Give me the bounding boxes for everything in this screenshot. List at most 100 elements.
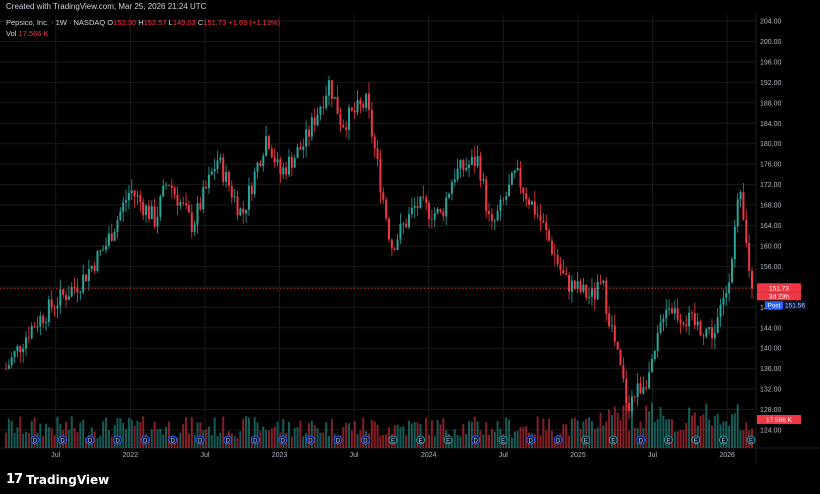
volume-bar <box>82 419 85 448</box>
candle-body <box>719 304 722 318</box>
volume-bar <box>27 432 30 448</box>
price-chart[interactable]: 124.00128.00132.00136.00140.00144.00148.… <box>0 14 820 463</box>
volume-bar <box>433 435 436 448</box>
y-tick-label: 132.00 <box>760 387 782 394</box>
volume-bar <box>273 426 276 448</box>
candle-body <box>247 185 250 210</box>
volume-bar <box>179 432 182 448</box>
volume-bar <box>676 431 679 448</box>
y-tick-label: 172.00 <box>760 182 782 189</box>
volume-bar <box>639 421 642 448</box>
candle-body <box>519 168 522 188</box>
candle-body <box>202 186 205 210</box>
candle-body <box>590 288 593 297</box>
candle-body <box>113 232 116 241</box>
candle-body <box>748 243 751 271</box>
volume-bar <box>576 420 579 448</box>
volume-bar <box>728 425 731 448</box>
low-label: L <box>168 18 173 27</box>
volume-bar <box>459 436 462 448</box>
candle-body <box>136 195 139 197</box>
event-marker-label: D <box>281 438 286 444</box>
volume-bar <box>702 414 705 448</box>
earnings-marker <box>746 435 756 445</box>
volume-bar <box>322 432 325 448</box>
volume-bar <box>665 419 668 448</box>
volume-bar <box>307 422 310 448</box>
candle-body <box>610 325 613 327</box>
candle-body <box>67 296 70 300</box>
volume-bar <box>167 421 170 448</box>
volume-bar <box>456 434 459 448</box>
candle-body <box>282 167 285 175</box>
volume-bar <box>325 422 328 448</box>
volume-bar <box>245 416 248 448</box>
candle-body <box>702 335 705 337</box>
candle-body <box>327 80 330 96</box>
candle-body <box>87 269 90 282</box>
volume-bar <box>105 417 108 448</box>
volume-bar <box>516 431 519 448</box>
x-tick-label: Jul <box>350 452 359 459</box>
last-price-badge <box>757 283 801 293</box>
candle-body <box>725 293 728 298</box>
candle-body <box>410 207 413 215</box>
volume-bar <box>468 421 471 448</box>
tradingview-logo[interactable]: 17 TradingView <box>6 472 109 487</box>
y-tick-label: 180.00 <box>760 141 782 148</box>
candle-body <box>399 223 402 240</box>
created-banner: Created with TradingView.com, Mar 25, 20… <box>0 0 820 14</box>
volume-bar <box>53 435 56 448</box>
candle-body <box>550 240 553 255</box>
volume-bar <box>45 423 48 448</box>
event-marker-label: D <box>33 438 38 444</box>
volume-bar <box>256 422 259 448</box>
candle-body <box>496 211 499 221</box>
volume-bar <box>396 424 399 448</box>
earnings-marker <box>663 435 673 445</box>
candle-body <box>93 265 96 271</box>
candle-body <box>305 129 308 147</box>
candle-body <box>53 307 56 309</box>
candle-body <box>130 190 133 193</box>
volume-bar <box>485 422 488 448</box>
event-marker-label: E <box>391 438 395 444</box>
volume-bar <box>282 418 285 448</box>
candle-body <box>227 172 230 187</box>
candle-body <box>488 211 491 215</box>
symbol-title: Pepsico, Inc. · 1W · NASDAQ <box>6 18 106 27</box>
candle-body <box>233 196 236 198</box>
volume-bar <box>347 423 350 448</box>
volume-value: 17.566 K <box>18 29 49 38</box>
candle-body <box>107 233 110 246</box>
candle-body <box>639 383 642 394</box>
legend-ohlc: Pepsico, Inc. · 1W · NASDAQ O152.30 H152… <box>6 18 280 27</box>
candle-body <box>593 288 596 300</box>
candle-body <box>693 313 696 326</box>
volume-bar <box>342 427 345 448</box>
candle-body <box>167 184 170 186</box>
volume-bar <box>182 424 185 448</box>
candle-body <box>536 214 539 216</box>
candle-body <box>459 159 462 169</box>
candle-body <box>613 325 616 342</box>
candle-body <box>542 220 545 223</box>
candle-body <box>219 157 222 161</box>
candle-body <box>493 220 496 222</box>
dividend-marker <box>223 435 233 445</box>
volume-bar <box>648 411 651 448</box>
event-marker-label: D <box>226 438 231 444</box>
candle-body <box>473 156 476 167</box>
volume-bar <box>93 431 96 448</box>
candle-body <box>42 315 45 323</box>
y-tick-label: 204.00 <box>760 19 782 26</box>
volume-bar <box>345 422 348 448</box>
volume-bar <box>222 416 225 448</box>
volume-bar <box>579 428 582 448</box>
candle-body <box>347 107 350 130</box>
volume-bar <box>316 428 319 448</box>
candle-body <box>156 217 159 227</box>
volume-bar <box>16 427 19 448</box>
candle-body <box>513 170 516 173</box>
candle-body <box>439 208 442 212</box>
